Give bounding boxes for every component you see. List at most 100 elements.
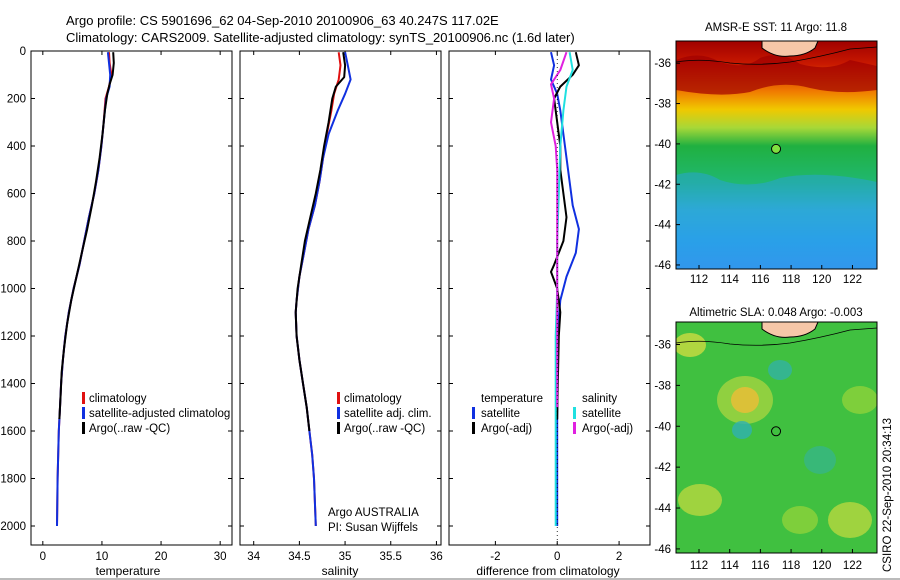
x-tick-label: 10 xyxy=(96,551,109,563)
difference-axes xyxy=(448,50,651,546)
map-y-tick-label: -44 xyxy=(654,503,671,515)
legend-label: Argo(-adj) xyxy=(582,423,633,435)
x-tick-label: 2 xyxy=(616,551,622,563)
map-y-tick-label: -38 xyxy=(654,99,671,111)
map-x-tick-label: 114 xyxy=(721,560,740,572)
argo-position-marker xyxy=(771,143,782,154)
sla-blob xyxy=(782,506,818,534)
legend-label: climatology xyxy=(89,393,147,405)
argo-position-marker xyxy=(771,426,782,437)
map-x-tick-label: 116 xyxy=(751,274,769,286)
legend-label: satellite adj. clim. xyxy=(344,408,432,420)
y-tick-label: 1000 xyxy=(0,284,26,296)
map-y-tick-label: -44 xyxy=(654,220,671,232)
sst-warm-patch xyxy=(676,55,877,95)
legend-swatch-satellite xyxy=(337,407,340,419)
temperature-x-axis: 0 10 20 30 xyxy=(40,51,227,563)
sst-map-title: AMSR-E SST: 11 Argo: 11.8 xyxy=(705,22,847,34)
map-x-tick-label: 120 xyxy=(812,274,831,286)
legend-swatch-sal-satellite xyxy=(573,407,576,419)
isobath-line xyxy=(676,327,877,346)
series-line-argo-raw-qc- xyxy=(58,52,115,420)
sla-blob xyxy=(717,376,773,424)
pi-credit: PI: Susan Wijffels xyxy=(328,522,418,534)
legend-label: Argo(-adj) xyxy=(481,423,532,435)
x-tick-label: 20 xyxy=(155,551,168,563)
map-x-tick-label: 116 xyxy=(751,560,769,572)
temperature-axes xyxy=(30,50,233,546)
legend-swatch-argo xyxy=(337,422,340,434)
y-tick-label: 400 xyxy=(7,141,26,153)
argo-credit: Argo AUSTRALIA xyxy=(328,507,419,519)
map-x-tick-label: 118 xyxy=(782,560,800,572)
legend-swatch-sal-argo xyxy=(573,422,576,434)
y-tick-label: 200 xyxy=(7,94,26,106)
y-tick-label: 0 xyxy=(20,46,26,58)
map-y-tick-label: -36 xyxy=(654,58,671,70)
y-tick-label: 1600 xyxy=(0,426,26,438)
sla-blob xyxy=(768,360,792,380)
legend-label: satellite-adjusted climatolog xyxy=(89,408,230,420)
coastline-land xyxy=(761,41,819,57)
pressure-axis: 0 200 400 600 800 1000 1200 1400 1600 1800 2000 xyxy=(0,46,650,533)
map-x-tick-label: 118 xyxy=(782,274,800,286)
sla-map-axes: -36 -38 -40 -42 -44 -46 112 114 116 118 120 122 xyxy=(654,339,862,572)
salinity-legend: climatology satellite adj. clim. Argo(..… xyxy=(337,392,432,435)
temperature-legend: climatology satellite-adjusted climatolo… xyxy=(82,392,230,435)
legend-label: Argo(..raw -QC) xyxy=(89,423,170,435)
sla-blob xyxy=(678,484,722,516)
difference-lines xyxy=(550,51,580,526)
x-tick-label: 0 xyxy=(40,551,46,563)
legend-swatch-satellite xyxy=(82,407,85,419)
temperature-xlabel: temperature xyxy=(96,564,161,578)
y-tick-label: 600 xyxy=(7,189,26,201)
x-tick-label: 36 xyxy=(430,551,443,563)
legend-label: Argo(..raw -QC) xyxy=(344,423,425,435)
map-y-tick-label: -46 xyxy=(654,544,671,556)
map-y-tick-label: -40 xyxy=(654,139,671,151)
x-tick-label: 34 xyxy=(247,551,260,563)
isobath-line xyxy=(676,46,877,65)
y-tick-label: 1400 xyxy=(0,379,26,391)
legend-label: satellite xyxy=(582,408,621,420)
map-y-tick-label: -42 xyxy=(654,462,671,474)
y-tick-label: 1800 xyxy=(0,474,26,486)
legend-swatch-climatology xyxy=(337,392,340,404)
x-tick-label: -2 xyxy=(490,551,500,563)
salinity-lines xyxy=(294,51,352,527)
title-line-2: Climatology: CARS2009. Satellite-adjuste… xyxy=(66,30,575,45)
salinity-axes xyxy=(239,50,442,546)
sla-map-frame xyxy=(675,321,878,554)
sst-map-field xyxy=(676,41,877,269)
map-y-tick-label: -40 xyxy=(654,421,671,433)
x-tick-label: 35.5 xyxy=(380,551,402,563)
map-x-tick-label: 122 xyxy=(843,560,862,572)
x-tick-label: 0 xyxy=(554,551,560,563)
sst-map-axes: -36 -38 -40 -42 -44 -46 112 114 116 118 120 122 xyxy=(654,58,862,286)
sla-blob xyxy=(732,421,752,439)
legend-swatch-temp-argo xyxy=(472,422,475,434)
legend-label: climatology xyxy=(344,393,402,405)
sst-cool-patch xyxy=(676,172,877,269)
salinity-xlabel: salinity xyxy=(322,564,359,578)
legend-label: satellite xyxy=(481,408,520,420)
legend-label: temperature xyxy=(481,393,543,405)
series-line-satellite-adj-clim- xyxy=(294,51,352,527)
temperature-lines xyxy=(56,52,115,527)
series-line-satellite-adjusted-climatology xyxy=(56,52,112,527)
sst-map-frame xyxy=(675,40,878,270)
sla-blob xyxy=(842,386,877,414)
legend-swatch-argo xyxy=(82,422,85,434)
sla-blob xyxy=(676,333,706,357)
title-line-1: Argo profile: CS 5901696_62 04-Sep-2010 … xyxy=(66,13,499,28)
map-y-tick-label: -38 xyxy=(654,380,671,392)
salinity-x-axis: 34 34.5 35 35.5 36 xyxy=(247,51,443,563)
difference-legend: temperature satellite Argo(-adj) salinit… xyxy=(472,393,633,435)
y-tick-label: 800 xyxy=(7,236,26,248)
legend-label: salinity xyxy=(582,393,617,405)
series-line-argo-raw-qc- xyxy=(294,52,347,432)
window-bottom-edge xyxy=(0,578,900,580)
map-x-tick-label: 122 xyxy=(843,274,862,286)
map-x-tick-label: 114 xyxy=(721,274,740,286)
